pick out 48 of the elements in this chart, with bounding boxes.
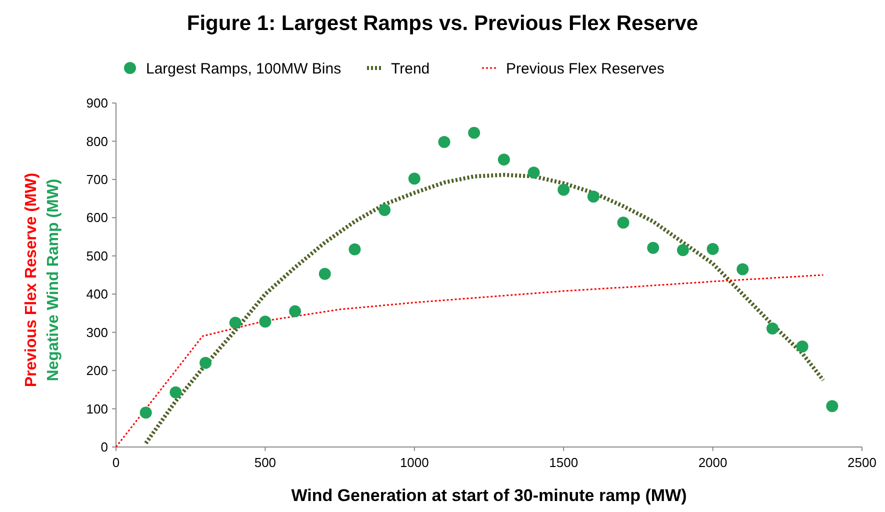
point [348, 243, 361, 256]
x-axis-title: Wind Generation at start of 30-minute ramp (MW) [291, 486, 687, 505]
point [318, 268, 331, 280]
point [736, 263, 749, 276]
x-tick-label: 1000 [400, 455, 429, 470]
point [796, 340, 808, 352]
y-tick-label: 600 [86, 210, 108, 226]
line-series [115, 274, 824, 448]
point [468, 126, 480, 139]
x-tick-label: 500 [254, 455, 276, 470]
point [528, 166, 540, 179]
point [647, 242, 660, 254]
point [558, 184, 570, 196]
point [140, 406, 152, 419]
chart-title: Figure 1: Largest Ramps vs. Previous Flex Reserve [186, 12, 698, 35]
legend-label: Previous Flex Reserves [506, 60, 664, 78]
y-tick-label: 500 [86, 248, 108, 264]
point [170, 386, 182, 398]
legend-label: Largest Ramps, 100MW Bins [146, 60, 342, 78]
point [587, 190, 600, 203]
x-tick-label: 1500 [549, 455, 578, 470]
point [826, 400, 838, 412]
point [378, 204, 391, 216]
point [676, 244, 689, 256]
point [229, 316, 242, 329]
point [498, 154, 510, 166]
y-axis-title: Negative Wind Ramp (MW) [45, 178, 62, 382]
x-tick-label: 0 [112, 455, 120, 470]
x-tick-label: 2500 [848, 455, 876, 470]
y-tick-label: 700 [86, 172, 108, 187]
point [259, 316, 272, 328]
point [408, 172, 420, 185]
y-tick-label: 400 [86, 286, 108, 302]
text: Previous Flex Reserve (MW) [23, 172, 40, 388]
point [438, 136, 450, 148]
x-tick-label: 2000 [698, 455, 728, 470]
point [289, 305, 302, 318]
point [200, 356, 212, 369]
y-tick-label: 0 [100, 440, 108, 455]
y-tick-label: 800 [86, 134, 108, 149]
y-tick-label: 100 [86, 401, 108, 416]
y-tick-label: 900 [86, 96, 108, 111]
point [766, 322, 778, 335]
legend-label: Trend [391, 60, 430, 78]
point [706, 243, 719, 256]
y-tick-label: 300 [86, 324, 108, 340]
y-tick-label: 200 [86, 363, 108, 378]
point [617, 216, 630, 229]
